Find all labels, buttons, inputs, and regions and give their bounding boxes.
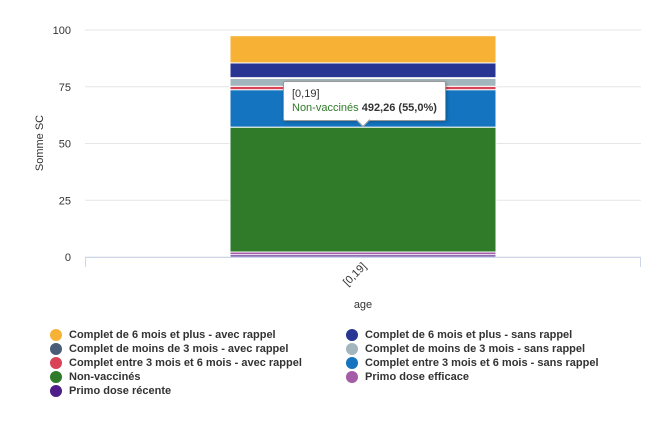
x-axis-title: age <box>354 299 372 311</box>
legend-swatch <box>50 329 62 341</box>
tooltip-value: 492,26 (55,0%) <box>361 102 437 114</box>
x-axis: [0,19] <box>85 257 641 289</box>
legend-swatch <box>50 357 62 369</box>
legend-label: Primo dose récente <box>69 385 172 397</box>
y-axis-ticks: 0 25 50 75 100 <box>53 25 71 264</box>
legend-swatch <box>346 371 358 383</box>
legend-item[interactable]: Primo dose récente <box>50 384 346 398</box>
legend-label: Complet de 6 mois et plus - avec rappel <box>69 329 276 341</box>
legend-swatch <box>346 357 358 369</box>
x-tick-label: [0,19] <box>341 261 369 289</box>
bar-segment[interactable] <box>229 126 497 253</box>
y-tick-label: 25 <box>59 195 71 207</box>
y-axis-title: Somme SC <box>34 115 46 171</box>
bar-segment[interactable] <box>229 35 497 64</box>
legend-item[interactable]: Complet entre 3 mois et 6 mois - avec ra… <box>50 356 346 370</box>
legend-item[interactable]: Complet de moins de 3 mois - avec rappel <box>50 342 346 356</box>
legend-item[interactable]: Complet de moins de 3 mois - sans rappel <box>346 342 646 356</box>
bar-segment[interactable] <box>229 62 497 79</box>
legend-swatch <box>50 385 62 397</box>
legend-item[interactable]: Complet entre 3 mois et 6 mois - sans ra… <box>346 356 646 370</box>
legend-label: Complet de moins de 3 mois - avec rappel <box>69 343 289 355</box>
legend-label: Complet de moins de 3 mois - sans rappel <box>365 343 586 355</box>
legend-label: Primo dose efficace <box>365 371 469 383</box>
y-tick-label: 75 <box>59 82 71 94</box>
legend-swatch <box>346 343 358 355</box>
stacked-bar-chart: 0 25 50 75 100 [0,19] Somme SC age <box>34 25 641 311</box>
y-tick-label: 50 <box>59 139 71 151</box>
tooltip-body: Non-vaccinés 492,26 (55,0%) <box>292 101 437 115</box>
legend-swatch <box>50 371 62 383</box>
bar-stack <box>229 35 497 258</box>
legend-item[interactable]: Complet de 6 mois et plus - avec rappel <box>50 328 346 342</box>
legend-item[interactable]: Primo dose efficace <box>346 370 646 384</box>
legend-label: Complet entre 3 mois et 6 mois - avec ra… <box>69 357 302 369</box>
legend-item[interactable]: Complet de 6 mois et plus - sans rappel <box>346 328 646 342</box>
tooltip-series: Non-vaccinés <box>292 102 359 114</box>
legend-label: Complet de 6 mois et plus - sans rappel <box>365 329 573 341</box>
y-tick-label: 100 <box>53 25 71 37</box>
y-tick-label: 0 <box>65 252 71 264</box>
legend: Complet de 6 mois et plus - avec rappel C… <box>50 328 650 398</box>
tooltip-category: [0,19] <box>292 88 320 100</box>
legend-swatch <box>50 343 62 355</box>
legend-swatch <box>346 329 358 341</box>
legend-item[interactable]: Non-vaccinés <box>50 370 346 384</box>
legend-label: Non-vaccinés <box>69 371 141 383</box>
legend-label: Complet entre 3 mois et 6 mois - sans ra… <box>365 357 599 369</box>
